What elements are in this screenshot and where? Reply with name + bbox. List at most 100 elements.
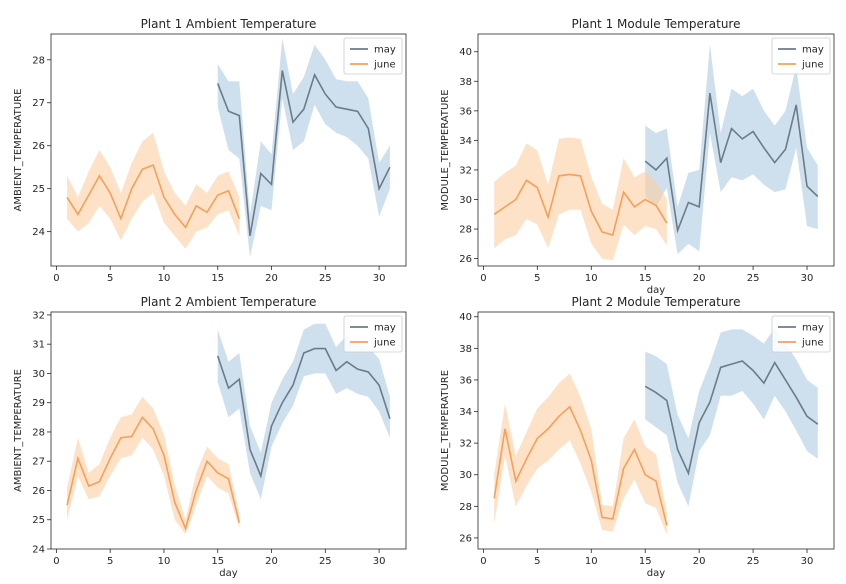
chart-title: Plant 2 Module Temperature [572,295,741,309]
legend-label-june: june [801,60,824,71]
y-tick-label: 26 [32,141,45,152]
y-tick-label: 24 [32,227,45,238]
x-tick-label: 20 [693,556,706,567]
y-tick-label: 36 [459,106,472,117]
x-tick-label: 10 [158,273,171,284]
legend-label-may: may [802,323,824,334]
y-tick-label: 28 [459,225,472,236]
y-tick-label: 26 [459,254,472,265]
x-tick-label: 0 [53,273,59,284]
x-tick-label: 5 [534,273,540,284]
y-tick-label: 30 [459,470,472,481]
y-tick-label: 38 [459,77,472,88]
x-tick-label: 30 [373,273,386,284]
series-line-june [66,415,241,531]
y-tick-label: 25 [32,515,45,526]
chart-panel-2: Plant 1 Module Temperature 0 5 10 15 20 25 30 26… [440,17,835,296]
x-tick-label: 0 [480,556,486,567]
x-tick-label: 20 [693,273,706,284]
x-tick-label: 5 [107,273,113,284]
legend: may june [771,37,831,75]
legend-box [343,37,403,75]
y-tick-label: 24 [32,545,45,556]
y-tick-label: 32 [32,310,45,321]
series-line-may [644,360,819,476]
legend-label-may: may [802,45,824,56]
plot-frame [50,33,407,267]
y-tick-label: 29 [32,398,45,409]
confidence-band-may [645,327,818,507]
legend-label-june: june [801,338,824,349]
legend-label-june: june [373,60,396,71]
confidence-band-june [494,137,667,261]
y-tick-label: 26 [32,486,45,497]
x-tick-label: 15 [639,273,652,284]
confidence-band-may [217,323,390,500]
legend-label-may: may [374,323,396,334]
chart-title: Plant 2 Ambient Temperature [141,295,317,309]
plot-frame [477,33,835,267]
y-tick-label: 30 [32,369,45,380]
legend: may june [343,37,403,75]
y-tick-label: 30 [459,195,472,206]
y-axis-label: AMBIENT_TEMPERATURE [13,369,24,492]
x-tick-label: 25 [747,556,760,567]
y-tick-label: 34 [459,407,472,418]
y-tick-label: 27 [32,457,45,468]
x-tick-label: 25 [319,273,332,284]
x-tick-label: 30 [373,556,386,567]
y-tick-label: 31 [32,340,45,351]
chart-title: Plant 1 Module Temperature [572,17,741,31]
series-line-may [216,70,391,237]
y-tick-label: 26 [459,533,472,544]
y-tick-label: 28 [32,55,45,66]
confidence-band-june [67,396,240,535]
series-line-june [493,405,668,526]
series-line-june [66,163,241,229]
y-tick-label: 28 [459,502,472,513]
y-tick-label: 28 [32,427,45,438]
x-tick-label: 25 [319,556,332,567]
x-tick-label: 30 [801,556,814,567]
legend-label-may: may [374,45,396,56]
y-axis-label: MODULE_TEMPERATURE [440,89,451,210]
legend-box [771,315,831,353]
y-axis-label: MODULE_TEMPERATURE [440,370,451,491]
series-line-june [493,173,668,236]
y-axis-label: AMBIENT_TEMPERATURE [13,89,24,212]
confidence-band-june [494,373,667,535]
x-axis-label: day [647,568,665,579]
y-tick-label: 32 [459,165,472,176]
x-tick-label: 15 [639,556,652,567]
y-tick-label: 36 [459,375,472,386]
x-tick-label: 15 [211,273,224,284]
legend-box [771,37,831,75]
y-tick-label: 25 [32,184,45,195]
legend: may june [771,315,831,353]
legend-label-june: june [373,338,396,349]
y-tick-label: 40 [459,47,472,58]
x-tick-label: 20 [265,273,278,284]
legend-box [343,315,403,353]
x-tick-label: 25 [747,273,760,284]
y-tick-label: 27 [32,98,45,109]
y-tick-label: 32 [459,439,472,450]
x-tick-label: 10 [585,273,598,284]
y-tick-label: 38 [459,344,472,355]
x-tick-label: 0 [53,556,59,567]
series-line-may [644,92,819,234]
y-tick-label: 40 [459,312,472,323]
x-tick-label: 0 [480,273,486,284]
x-tick-label: 5 [107,556,113,567]
x-tick-label: 30 [801,273,814,284]
series-line-may [216,347,391,479]
legend: may june [343,315,403,353]
chart-panel-4: Plant 2 Module Temperature 0 5 10 15 20 25 30 26… [440,295,835,579]
chart-panel-3: Plant 2 Ambient Temperature 0 5 10 15 20 25 30 2… [13,295,407,579]
confidence-band-may [645,44,818,255]
x-tick-label: 10 [585,556,598,567]
x-tick-label: 15 [211,556,224,567]
x-tick-label: 20 [265,556,278,567]
chart-title: Plant 1 Ambient Temperature [141,17,317,31]
